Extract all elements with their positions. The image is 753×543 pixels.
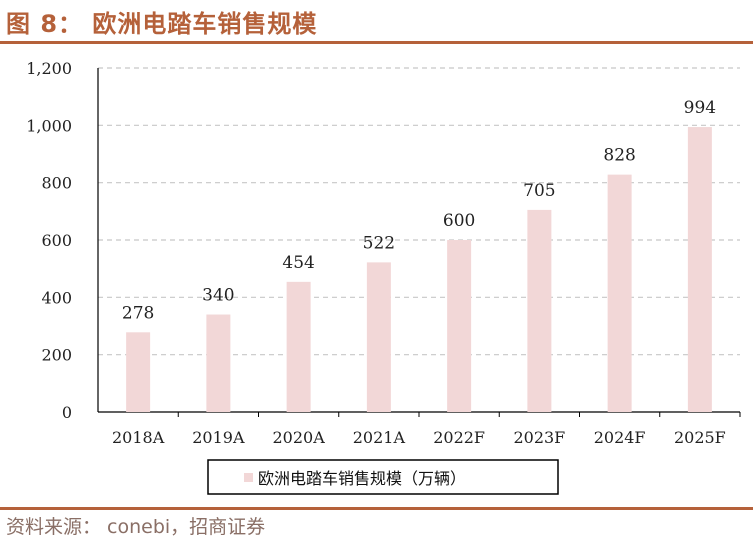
bar [687, 127, 712, 412]
data-label: 600 [443, 211, 475, 231]
title-rule [0, 41, 753, 44]
x-tick-label: 2024F [594, 428, 646, 447]
bar [206, 314, 231, 412]
axes [97, 68, 740, 413]
source-rule [0, 507, 753, 510]
bar [366, 262, 391, 412]
x-tick-label: 2025F [674, 428, 726, 447]
x-tick-label: 2020A [272, 428, 325, 447]
y-tick-label: 600 [41, 231, 72, 250]
data-labels: 278 340 454 522 600 705 828 994 [122, 98, 716, 323]
y-tick-label: 800 [41, 174, 72, 193]
bar-chart: 0 200 400 600 800 1,000 1,200 278 340 454 522 600 7… [26, 59, 741, 495]
legend-label: 欧洲电踏车销售规模（万辆） [258, 469, 466, 488]
bar [447, 240, 472, 412]
y-tick-label: 0 [62, 403, 72, 422]
bars [126, 127, 712, 412]
source-note: 资料来源： conebi，招商证券 [6, 516, 266, 538]
data-label: 705 [523, 181, 555, 201]
x-tick-label: 2019A [192, 428, 245, 447]
x-tick-label: 2021A [353, 428, 406, 447]
data-label: 340 [202, 286, 234, 306]
legend-box [207, 459, 559, 495]
y-tick-label: 1,000 [26, 116, 72, 135]
y-tick-label: 400 [41, 288, 72, 307]
y-tick-labels: 0 200 400 600 800 1,000 1,200 [26, 59, 72, 422]
bar [126, 332, 151, 412]
data-label: 278 [122, 303, 154, 323]
y-tick-label: 1,200 [26, 59, 72, 78]
data-label: 454 [282, 253, 314, 273]
data-label: 522 [363, 233, 395, 253]
x-tick-label: 2023F [513, 428, 565, 447]
bar [607, 174, 632, 412]
bar [286, 281, 311, 412]
legend-swatch [244, 473, 253, 482]
x-tick-label: 2018A [112, 428, 165, 447]
x-tick-labels: 2018A 2019A 2020A 2021A 2022F 2023F 2024F 2025F [112, 412, 741, 447]
x-tick-label: 2022F [433, 428, 485, 447]
data-label: 828 [603, 146, 635, 166]
legend: 欧洲电踏车销售规模（万辆） [207, 459, 559, 495]
data-label: 994 [684, 98, 716, 118]
bar [527, 209, 552, 412]
y-tick-label: 200 [41, 346, 72, 365]
figure-title: 图 8： 欧洲电踏车销售规模 [6, 10, 318, 38]
gridlines [98, 67, 740, 356]
